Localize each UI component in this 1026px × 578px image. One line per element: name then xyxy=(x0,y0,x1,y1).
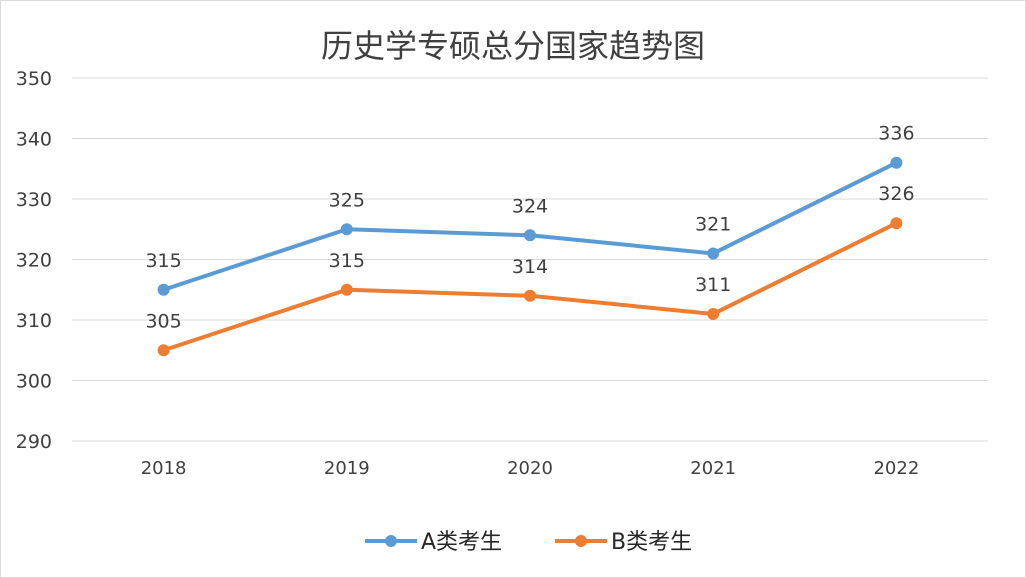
y-tick-label: 350 xyxy=(16,68,52,90)
x-tick-label: 2019 xyxy=(324,458,370,479)
series-line-b xyxy=(162,221,898,353)
data-point xyxy=(157,283,170,296)
legend-label: B类考生 xyxy=(611,530,692,555)
y-tick-label: 320 xyxy=(16,250,52,272)
x-tick-label: 2021 xyxy=(690,458,736,479)
data-label: 315 xyxy=(145,250,181,272)
x-tick-label: 2020 xyxy=(507,458,553,479)
data-point xyxy=(524,289,536,302)
y-tick-label: 310 xyxy=(16,310,52,332)
data-label: 321 xyxy=(695,213,731,235)
data-point xyxy=(890,217,903,230)
legend-marker xyxy=(385,535,397,547)
data-point xyxy=(707,307,720,320)
data-point xyxy=(157,344,170,357)
data-point xyxy=(340,223,353,236)
x-tick-label: 2018 xyxy=(141,458,187,479)
data-label: 336 xyxy=(878,123,914,145)
data-label: 324 xyxy=(512,195,548,217)
chart-title: 历史学专硕总分国家趋势图 xyxy=(321,27,705,65)
y-tick-label: 330 xyxy=(16,189,52,211)
data-point xyxy=(707,247,720,260)
data-point xyxy=(524,229,536,242)
data-point xyxy=(890,156,903,169)
y-tick-label: 340 xyxy=(16,129,52,151)
data-label: 311 xyxy=(695,274,731,296)
data-point xyxy=(340,283,353,296)
data-label: 326 xyxy=(878,183,914,205)
legend-label: A类考生 xyxy=(421,530,502,555)
data-label: 314 xyxy=(512,256,548,278)
y-tick-label: 300 xyxy=(16,371,52,393)
data-label: 305 xyxy=(145,310,181,332)
x-tick-label: 2022 xyxy=(873,458,919,479)
y-tick-label: 290 xyxy=(16,431,52,453)
data-label: 315 xyxy=(329,250,365,272)
legend-marker xyxy=(575,535,587,547)
data-label: 325 xyxy=(329,189,365,211)
